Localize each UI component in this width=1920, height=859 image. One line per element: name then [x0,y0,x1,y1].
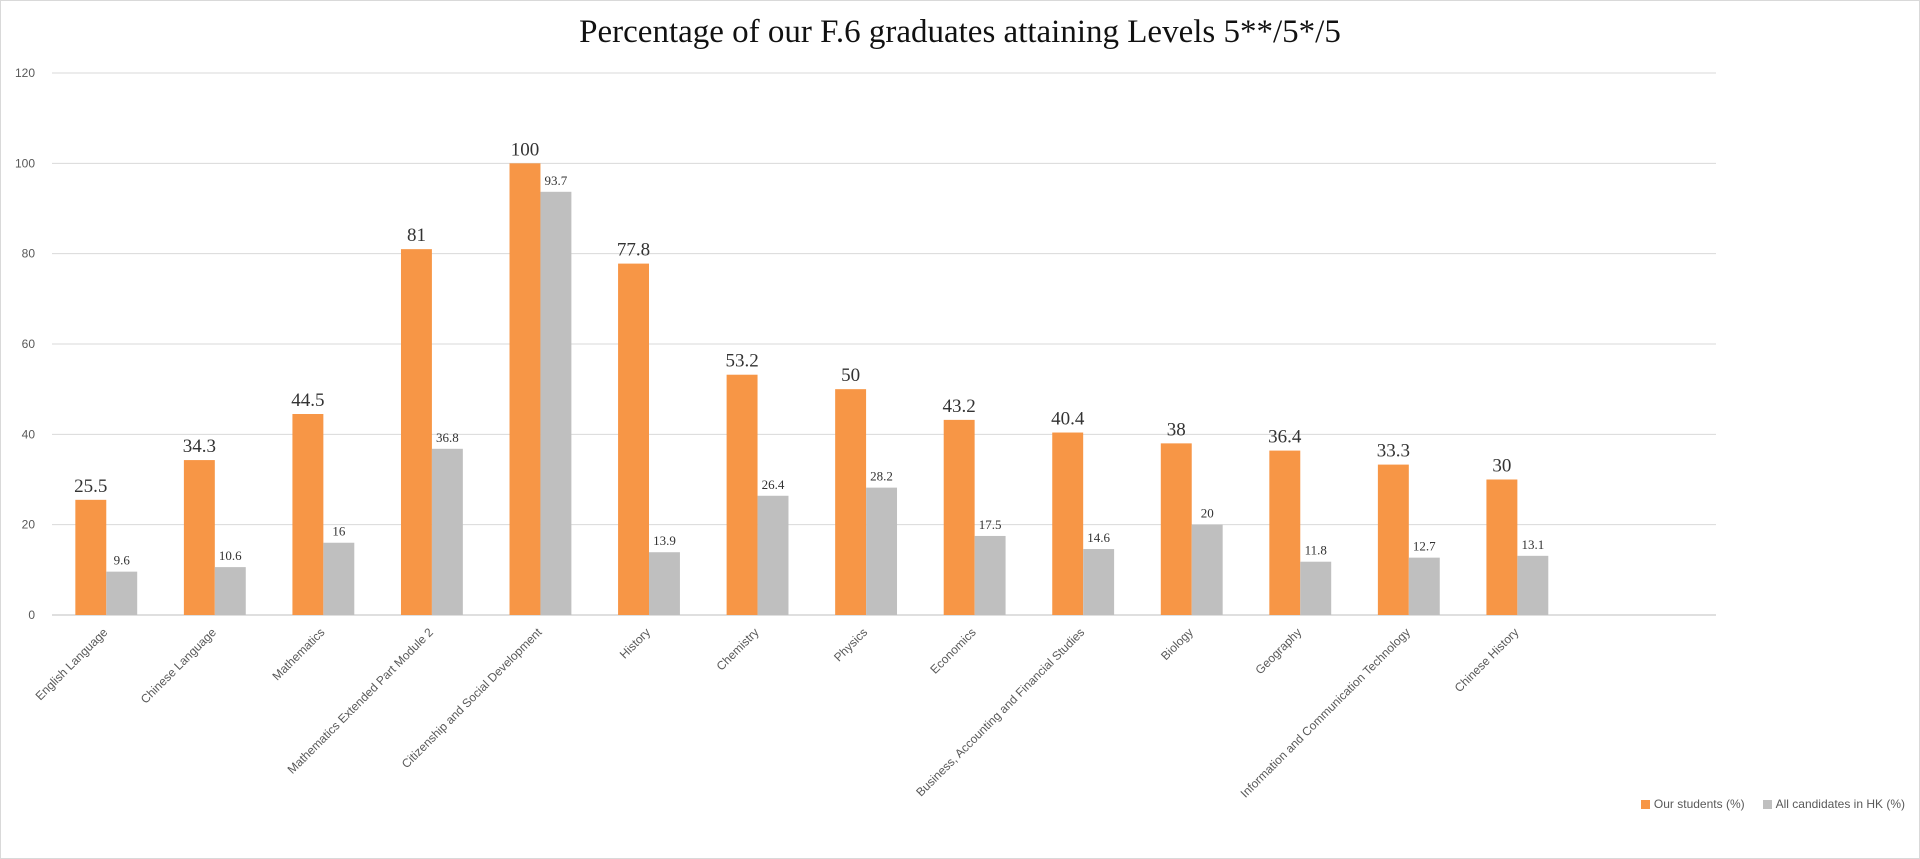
bar-all-candidates [648,552,680,615]
data-label-all-candidates: 93.7 [545,173,568,188]
bar-all-candidates [106,571,138,615]
y-tick-label: 60 [22,337,36,351]
data-label-all-candidates: 9.6 [114,553,131,568]
y-tick-label: 120 [15,66,35,80]
bar-our-students [1160,443,1192,615]
data-label-our-students: 44.5 [291,390,324,411]
bar-our-students [400,249,432,615]
data-label-all-candidates: 12.7 [1413,539,1436,554]
data-label-our-students: 81 [407,225,426,246]
bar-our-students [618,263,649,615]
data-label-our-students: 33.3 [1377,441,1410,462]
data-label-all-candidates: 20 [1201,506,1214,521]
data-label-all-candidates: 14.6 [1087,530,1110,545]
bar-all-candidates [540,191,572,615]
bar-our-students [943,419,975,615]
bar-all-candidates [431,448,463,615]
data-label-all-candidates: 28.2 [870,469,893,484]
data-label-all-candidates: 17.5 [979,517,1002,532]
x-tick-label: Chemistry [714,625,762,673]
chart-title: Percentage of our F.6 graduates attainin… [579,14,1341,50]
data-label-all-candidates: 10.6 [219,548,242,563]
data-label-our-students: 100 [511,139,540,160]
x-tick-label: Physics [831,625,870,664]
legend-label-all-candidates: All candidates in HK (%) [1775,797,1905,811]
bar-our-students [1486,479,1518,615]
bar-our-students [75,499,107,615]
y-tick-label: 20 [22,518,36,532]
bar-all-candidates [1300,561,1332,615]
bar-all-candidates [974,535,1006,615]
bar-all-candidates [323,542,355,615]
data-label-all-candidates: 13.9 [653,533,676,548]
x-tick-label: Chinese History [1452,625,1522,695]
x-tick-label: Information and Communication Technology [1238,625,1413,800]
bar-all-candidates [1191,524,1223,615]
legend-label-our-students: Our students (%) [1653,797,1745,811]
bar-our-students [183,460,215,615]
data-label-all-candidates: 11.8 [1305,543,1327,558]
data-label-our-students: 43.2 [943,396,976,417]
bar-our-students [835,389,867,615]
y-tick-label: 0 [28,608,35,622]
x-tick-label: Geography [1253,625,1305,677]
data-label-our-students: 38 [1167,419,1186,440]
legend-item-our-students: Our students (%) [1640,797,1745,811]
legend-item-all-candidates: All candidates in HK (%) [1762,797,1905,811]
data-label-our-students: 25.5 [74,476,107,497]
bar-all-candidates [1517,555,1549,615]
x-tick-label: Business, Accounting and Financial Studi… [913,625,1087,799]
data-label-all-candidates: 26.4 [762,477,785,492]
data-label-all-candidates: 13.1 [1521,537,1544,552]
bar-our-students [1377,464,1409,615]
bar-our-students [509,163,541,616]
data-label-our-students: 30 [1492,456,1511,477]
data-label-our-students: 53.2 [725,351,758,372]
bar-our-students [1269,450,1301,615]
x-tick-label: English Language [33,625,111,703]
data-label-our-students: 36.4 [1268,427,1302,448]
data-label-our-students: 77.8 [617,240,650,261]
y-tick-label: 80 [22,247,36,261]
legend-swatch-our-students [1640,799,1650,809]
data-label-all-candidates: 16 [332,524,346,539]
x-tick-label: Mathematics [269,625,327,683]
bar-all-candidates [866,487,898,615]
data-label-our-students: 40.4 [1051,409,1085,430]
legend-swatch-all-candidates [1762,799,1772,809]
data-label-all-candidates: 36.8 [436,430,459,445]
bar-our-students [726,374,758,615]
bar-all-candidates [1408,557,1440,615]
bar-our-students [292,414,324,615]
data-label-our-students: 50 [841,365,860,386]
bar-all-candidates [1083,549,1115,615]
chart-legend: Our students (%) All candidates in HK (%… [1640,797,1905,811]
data-label-our-students: 34.3 [183,436,216,457]
y-tick-label: 40 [22,427,36,441]
bar-our-students [1052,432,1084,615]
bar-all-candidates [757,495,789,615]
x-tick-label: Economics [927,625,978,676]
x-tick-label: History [617,625,653,661]
x-tick-label: Chinese Language [138,625,219,706]
y-tick-label: 100 [15,156,35,170]
x-tick-label: Biology [1158,625,1196,663]
bar-all-candidates [214,567,246,615]
